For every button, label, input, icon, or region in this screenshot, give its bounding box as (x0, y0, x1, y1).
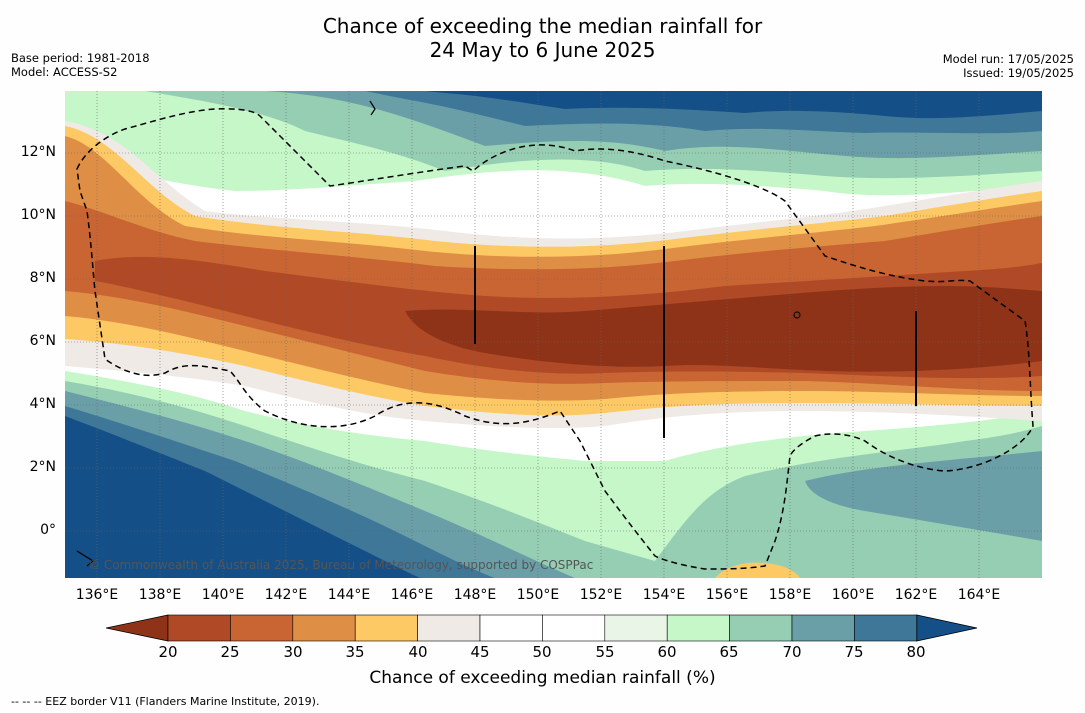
base-period-label: Base period: 1981-2018 (11, 51, 150, 65)
lon-label: 160°E (831, 587, 875, 603)
title-line-2: 24 May to 6 June 2025 (429, 38, 656, 62)
island-mark-north (369, 100, 376, 116)
lon-label: 140°E (201, 587, 245, 603)
colorbar-segment (292, 614, 356, 642)
model-run-label: Model run: 17/05/2025 (942, 52, 1074, 66)
colorbar-title: Chance of exceeding median rainfall (%) (369, 668, 716, 688)
colorbar-segment (354, 614, 418, 642)
colorbar-segment (167, 614, 231, 642)
rainfall-probability-map (65, 91, 1042, 578)
copyright-notice: © Commonwealth of Australia 2025, Bureau… (88, 558, 594, 572)
colorbar-segment (542, 614, 606, 642)
colorbar-tick: 20 (158, 643, 178, 661)
lon-label: 156°E (705, 587, 749, 603)
colorbar-tick: 65 (719, 643, 739, 661)
south-yellow-patch (715, 562, 800, 578)
meta-left: Base period: 1981-2018 Model: ACCESS-S2 (11, 51, 150, 79)
lon-label: 158°E (768, 587, 812, 603)
colorbar-tick: 75 (844, 643, 864, 661)
lat-label: 4°N (29, 396, 56, 412)
colorbar-segment (604, 614, 668, 642)
title-line-1: Chance of exceeding the median rainfall … (322, 14, 763, 38)
lon-label: 154°E (642, 587, 686, 603)
band-deep-red-zone (405, 286, 1042, 372)
island-mark (793, 311, 801, 319)
colorbar-extend-low (105, 614, 169, 642)
island-mark-southwest (76, 550, 95, 567)
colorbar-segment (729, 614, 793, 642)
north-dark-blue-zone (425, 91, 1042, 119)
colorbar-segment (417, 614, 481, 642)
colorbar-segment (230, 614, 294, 642)
lon-label: 144°E (327, 587, 371, 603)
eez-border (76, 108, 1034, 570)
lon-label: 146°E (390, 587, 434, 603)
lon-label: 136°E (75, 587, 119, 603)
lat-label: 2°N (29, 459, 56, 475)
lat-label: 12°N (20, 144, 56, 160)
map-title: Chance of exceeding the median rainfall … (0, 14, 1085, 62)
colorbar-tick: 70 (782, 643, 802, 661)
colorbar-tick: 40 (408, 643, 428, 661)
lon-label: 148°E (453, 587, 497, 603)
colorbar-tick: 80 (906, 643, 926, 661)
lat-label: 0° (40, 522, 56, 538)
colorbar-tick: 25 (220, 643, 240, 661)
lon-label: 138°E (138, 587, 182, 603)
eez-footnote: -- -- -- EEZ border V11 (Flanders Marine… (11, 695, 320, 708)
colorbar-segment (791, 614, 855, 642)
lat-label: 6°N (29, 333, 56, 349)
south-east-slate-zone (805, 451, 1042, 541)
lat-label: 10°N (20, 207, 56, 223)
colorbar-tick: 35 (345, 643, 365, 661)
colorbar (105, 614, 978, 642)
meta-right: Model run: 17/05/2025 Issued: 19/05/2025 (943, 52, 1074, 80)
lat-label: 8°N (29, 270, 56, 286)
south-dark-blue-zone (65, 416, 420, 578)
lon-label: 164°E (957, 587, 1001, 603)
colorbar-extend-high (916, 614, 978, 642)
lon-label: 150°E (516, 587, 560, 603)
colorbar-tick: 50 (532, 643, 552, 661)
colorbar-tick: 30 (283, 643, 303, 661)
graticule (65, 91, 1042, 578)
colorbar-segment (479, 614, 543, 642)
colorbar-tick: 60 (657, 643, 677, 661)
colorbar-tick: 55 (595, 643, 615, 661)
colorbar-segment (666, 614, 730, 642)
issued-label: Issued: 19/05/2025 (963, 66, 1074, 80)
colorbar-tick: 45 (470, 643, 490, 661)
lon-label: 162°E (894, 587, 938, 603)
lon-label: 152°E (579, 587, 623, 603)
colorbar-segment (854, 614, 918, 642)
model-label: Model: ACCESS-S2 (11, 65, 118, 79)
lon-label: 142°E (264, 587, 308, 603)
